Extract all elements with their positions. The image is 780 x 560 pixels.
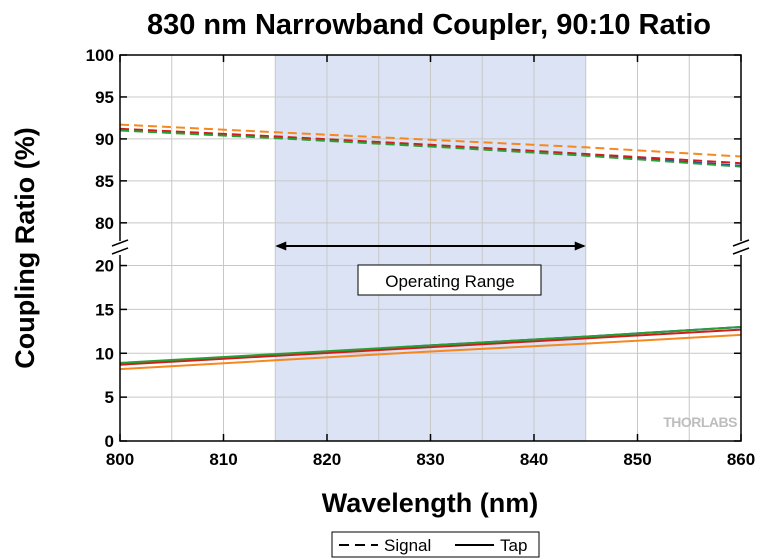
operating-range-label: Operating Range (385, 272, 514, 291)
thorlabs-watermark: THORLABS (663, 414, 737, 430)
x-tick-label: 840 (520, 450, 548, 469)
axes-frame (111, 54, 750, 442)
tick-labels: 800 810 820 830 840 850 860 80 85 90 95 100 0 5 10 15 20 (86, 46, 756, 469)
x-tick-label: 800 (106, 450, 134, 469)
y-tick-label: 0 (105, 432, 114, 451)
axis-break-gap (115, 241, 125, 255)
tap-series-line (119, 333, 742, 371)
x-tick-label: 860 (727, 450, 755, 469)
axis-break-mark (732, 239, 750, 247)
y-tick-label: 15 (95, 300, 114, 319)
series-group (119, 123, 742, 371)
signal-series-line (119, 129, 742, 168)
axis-break-mark (732, 247, 750, 255)
arrowhead-right (574, 241, 586, 251)
x-tick-label: 850 (623, 450, 651, 469)
x-axis-title: Wavelength (nm) (322, 488, 539, 518)
y-tick-label: 90 (95, 130, 114, 149)
operating-range-annotation: Operating Range (275, 241, 586, 296)
x-tick-label: 810 (209, 450, 237, 469)
y-tick-label: 85 (95, 172, 114, 191)
legend-tap-label: Tap (500, 536, 527, 555)
x-tick-label: 820 (313, 450, 341, 469)
y-tick-label: 5 (105, 388, 114, 407)
y-tick-label: 95 (95, 88, 114, 107)
legend: Signal Tap (331, 531, 540, 558)
plot-area (119, 54, 742, 442)
axis-break-gap (736, 241, 746, 255)
y-tick-label: 10 (95, 344, 114, 363)
y-tick-label: 100 (86, 46, 114, 65)
operating-range-box (357, 264, 542, 296)
x-tick-label: 830 (416, 450, 444, 469)
y-axis-title: Coupling Ratio (%) (10, 127, 40, 368)
arrowhead-left (275, 241, 287, 251)
y-tick-label: 80 (95, 214, 114, 233)
legend-signal-label: Signal (384, 536, 431, 555)
signal-series-line (119, 127, 742, 165)
axis-break-mark (111, 239, 129, 247)
chart-title: 830 nm Narrowband Coupler, 90:10 Ratio (147, 9, 711, 41)
axis-break-mark (111, 247, 129, 255)
tap-series-line (119, 326, 742, 364)
signal-series-line (119, 123, 742, 158)
y-tick-label: 20 (95, 257, 114, 276)
legend-box (331, 531, 540, 558)
tap-series-line (119, 328, 742, 366)
